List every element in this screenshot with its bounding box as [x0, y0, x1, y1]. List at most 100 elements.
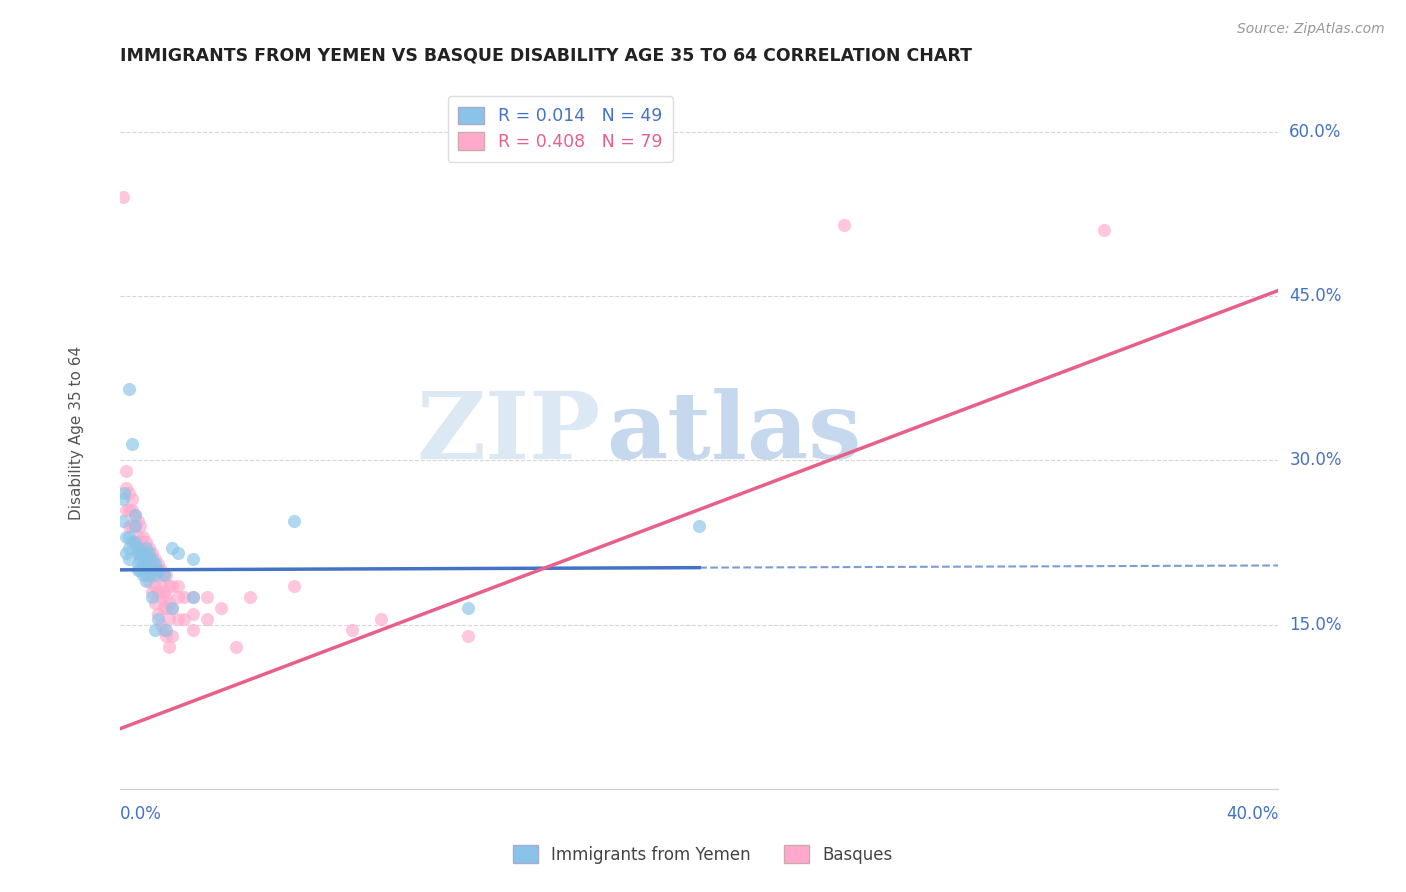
Point — [141, 552, 163, 566]
Point — [149, 591, 172, 605]
Point — [127, 546, 149, 560]
Text: atlas: atlas — [606, 388, 862, 478]
Point — [239, 591, 262, 605]
Point — [155, 601, 177, 615]
Point — [135, 535, 157, 549]
Point — [167, 546, 190, 560]
Point — [132, 546, 155, 560]
Point — [146, 558, 169, 572]
Point — [155, 623, 177, 637]
Point — [195, 612, 218, 626]
Point — [167, 591, 190, 605]
Point — [688, 519, 710, 533]
Point — [138, 574, 160, 588]
Text: 15.0%: 15.0% — [1289, 615, 1341, 633]
Point — [155, 568, 177, 582]
Point — [141, 558, 163, 572]
Point — [124, 519, 146, 533]
Point — [138, 552, 160, 566]
Point — [141, 546, 163, 560]
Point — [118, 502, 141, 516]
Point — [127, 530, 149, 544]
Point — [124, 535, 146, 549]
Point — [114, 486, 136, 500]
Point — [283, 514, 305, 528]
Point — [124, 519, 146, 533]
Point — [157, 640, 180, 654]
Point — [283, 579, 305, 593]
Point — [162, 541, 184, 555]
Point — [457, 601, 479, 615]
Point — [143, 596, 166, 610]
Text: 0.0%: 0.0% — [120, 805, 162, 823]
Point — [181, 591, 204, 605]
Text: 40.0%: 40.0% — [1226, 805, 1278, 823]
Point — [146, 568, 169, 582]
Point — [129, 546, 152, 560]
Point — [132, 541, 155, 555]
Point — [127, 558, 149, 572]
Point — [127, 541, 149, 555]
Point — [141, 568, 163, 582]
Point — [162, 601, 184, 615]
Point — [135, 563, 157, 577]
Point — [152, 568, 174, 582]
Point — [457, 629, 479, 643]
Point — [132, 568, 155, 582]
Point — [132, 530, 155, 544]
Point — [155, 591, 177, 605]
Point — [157, 579, 180, 593]
Point — [135, 552, 157, 566]
Point — [129, 546, 152, 560]
Point — [115, 502, 138, 516]
Point — [225, 640, 247, 654]
Point — [181, 552, 204, 566]
Point — [112, 491, 135, 506]
Point — [167, 612, 190, 626]
Legend: Immigrants from Yemen, Basques: Immigrants from Yemen, Basques — [506, 838, 900, 871]
Point — [129, 563, 152, 577]
Point — [129, 519, 152, 533]
Point — [115, 481, 138, 495]
Point — [124, 508, 146, 522]
Point — [141, 584, 163, 599]
Point — [121, 535, 143, 549]
Point — [143, 623, 166, 637]
Text: Source: ZipAtlas.com: Source: ZipAtlas.com — [1237, 22, 1385, 37]
Point — [121, 502, 143, 516]
Point — [143, 563, 166, 577]
Point — [135, 568, 157, 582]
Text: IMMIGRANTS FROM YEMEN VS BASQUE DISABILITY AGE 35 TO 64 CORRELATION CHART: IMMIGRANTS FROM YEMEN VS BASQUE DISABILI… — [120, 46, 972, 64]
Text: 30.0%: 30.0% — [1289, 451, 1341, 469]
Point — [135, 546, 157, 560]
Point — [152, 584, 174, 599]
Point — [138, 568, 160, 582]
Point — [1094, 223, 1116, 237]
Point — [143, 568, 166, 582]
Point — [118, 530, 141, 544]
Point — [138, 546, 160, 560]
Point — [132, 552, 155, 566]
Point — [149, 579, 172, 593]
Point — [127, 563, 149, 577]
Point — [146, 612, 169, 626]
Point — [173, 612, 195, 626]
Point — [129, 552, 152, 566]
Point — [141, 563, 163, 577]
Point — [370, 612, 392, 626]
Point — [118, 486, 141, 500]
Point — [127, 541, 149, 555]
Point — [118, 541, 141, 555]
Point — [115, 546, 138, 560]
Point — [138, 541, 160, 555]
Point — [121, 519, 143, 533]
Point — [118, 519, 141, 533]
Legend: R = 0.014   N = 49, R = 0.408   N = 79: R = 0.014 N = 49, R = 0.408 N = 79 — [447, 96, 673, 161]
Point — [162, 579, 184, 593]
Text: Disability Age 35 to 64: Disability Age 35 to 64 — [69, 346, 83, 520]
Point — [118, 552, 141, 566]
Point — [149, 617, 172, 632]
Point — [141, 591, 163, 605]
Point — [832, 218, 855, 232]
Point — [143, 579, 166, 593]
